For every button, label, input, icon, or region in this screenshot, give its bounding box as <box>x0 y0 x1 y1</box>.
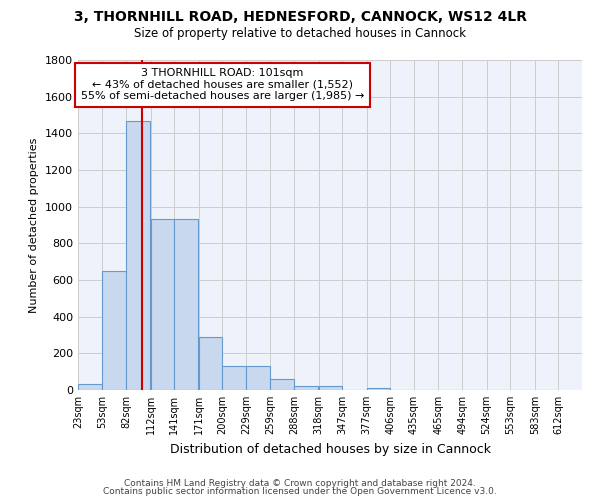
Bar <box>151 218 174 390</box>
Bar <box>271 379 294 390</box>
Bar <box>223 366 246 390</box>
Bar <box>126 120 150 390</box>
Bar <box>246 366 269 390</box>
Bar <box>319 386 342 390</box>
Text: Contains HM Land Registry data © Crown copyright and database right 2024.: Contains HM Land Registry data © Crown c… <box>124 478 476 488</box>
Bar <box>103 271 126 390</box>
Bar <box>367 388 391 390</box>
Bar <box>199 337 223 390</box>
Bar <box>78 384 101 390</box>
Text: 3 THORNHILL ROAD: 101sqm
← 43% of detached houses are smaller (1,552)
55% of sem: 3 THORNHILL ROAD: 101sqm ← 43% of detach… <box>80 68 364 102</box>
Text: 3, THORNHILL ROAD, HEDNESFORD, CANNOCK, WS12 4LR: 3, THORNHILL ROAD, HEDNESFORD, CANNOCK, … <box>74 10 527 24</box>
Bar <box>294 386 318 390</box>
X-axis label: Distribution of detached houses by size in Cannock: Distribution of detached houses by size … <box>170 442 491 456</box>
Bar <box>174 218 198 390</box>
Text: Contains public sector information licensed under the Open Government Licence v3: Contains public sector information licen… <box>103 487 497 496</box>
Text: Size of property relative to detached houses in Cannock: Size of property relative to detached ho… <box>134 28 466 40</box>
Y-axis label: Number of detached properties: Number of detached properties <box>29 138 40 312</box>
